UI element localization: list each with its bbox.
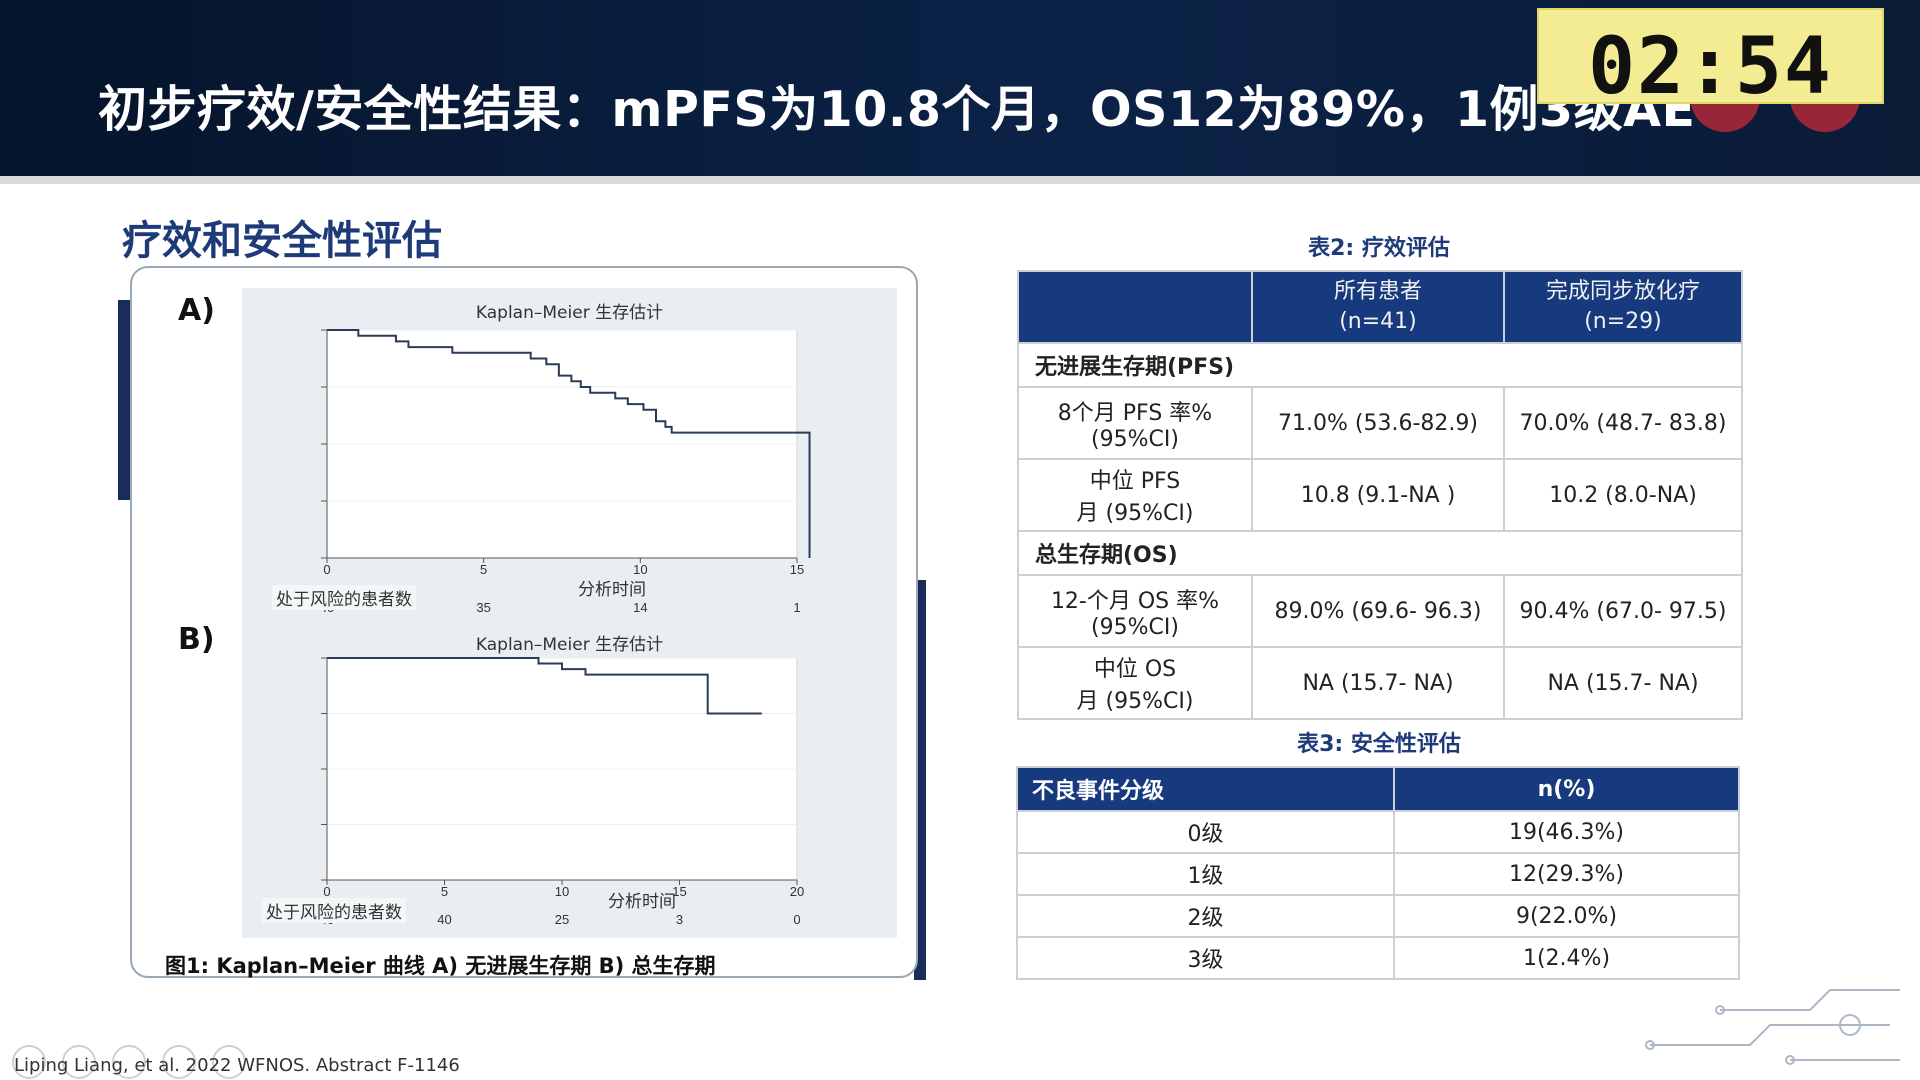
row-label-line2: 月 (95%CI) bbox=[1076, 501, 1194, 526]
toolbar-circle-icon[interactable] bbox=[62, 1045, 96, 1079]
efficacy-table: 所有患者 (n=41) 完成同步放化疗 (n=29) 无进展生存期(PFS) 8… bbox=[1017, 270, 1743, 720]
table-row: 3级 1(2.4%) bbox=[1016, 936, 1740, 980]
timer-value: 02:54 bbox=[1588, 22, 1833, 112]
circuit-decoration-icon bbox=[1645, 989, 1900, 1065]
row-label-line1: 中位 PFS bbox=[1089, 469, 1181, 494]
toolbar-circle-icon[interactable] bbox=[162, 1045, 196, 1079]
header-all-line1: 所有患者 bbox=[1333, 279, 1422, 304]
x-tick-label: 5 bbox=[441, 884, 448, 899]
row-label-line1: 8个月 PFS 率% bbox=[1057, 400, 1213, 426]
risk-label-b: 处于风险的患者数 bbox=[262, 898, 406, 923]
slide-title: 初步疗效/安全性结果：mPFS为10.8个月，OS12为89%，1例3级AE bbox=[98, 81, 1696, 138]
x-axis-label-b: 分析时间 bbox=[608, 892, 676, 912]
table-row: 2级 9(22.0%) bbox=[1016, 894, 1740, 938]
pfs-section-label: 无进展生存期(PFS) bbox=[1017, 342, 1743, 388]
citation-footnote: Liping Liang, et al. 2022 WFNOS. Abstrac… bbox=[14, 1055, 460, 1076]
cell-n: 19(46.3%) bbox=[1393, 810, 1740, 854]
km-title-a: Kaplan–Meier 生存估计 bbox=[475, 303, 664, 323]
panel-a-label: A) bbox=[178, 293, 215, 328]
cell-ccrt: NA (15.7- NA) bbox=[1503, 646, 1743, 720]
risk-count-label: 1 bbox=[793, 600, 800, 615]
risk-count-label: 0 bbox=[793, 912, 800, 927]
toolbar-circle-icon[interactable] bbox=[212, 1045, 246, 1079]
table-header-row: 不良事件分级 n(%) bbox=[1016, 766, 1740, 812]
cell-all: NA (15.7- NA) bbox=[1251, 646, 1505, 720]
table-row: 1级 12(29.3%) bbox=[1016, 852, 1740, 896]
km-plot-pfs: Kaplan–Meier 生存估计 0510154035141 bbox=[242, 288, 897, 630]
risk-count-label: 40 bbox=[437, 912, 451, 927]
km-curve-os-svg: 0510152040402530 bbox=[320, 657, 804, 927]
safety-table: 不良事件分级 n(%) 0级 19(46.3%) 1级 12(29.3%) 2级… bbox=[1016, 766, 1740, 980]
cell-all: 71.0% (53.6-82.9) bbox=[1251, 386, 1505, 460]
cell-grade: 1级 bbox=[1016, 852, 1395, 896]
row-label-line1: 中位 OS bbox=[1093, 657, 1177, 682]
cell-ccrt: 10.2 (8.0-NA) bbox=[1503, 458, 1743, 532]
risk-count-label: 14 bbox=[633, 600, 647, 615]
toolbar-circle-icon[interactable] bbox=[12, 1045, 46, 1079]
table-row: 中位 PFS 月 (95%CI) 10.8 (9.1-NA ) 10.2 (8.… bbox=[1017, 458, 1743, 532]
panel-b-label: B) bbox=[178, 622, 215, 657]
table-header-row: 所有患者 (n=41) 完成同步放化疗 (n=29) bbox=[1017, 270, 1743, 344]
risk-count-label: 35 bbox=[476, 600, 490, 615]
cell-grade: 0级 bbox=[1016, 810, 1395, 854]
table-row: 8个月 PFS 率% (95%CI) 71.0% (53.6-82.9) 70.… bbox=[1017, 386, 1743, 460]
countdown-timer: 02:54 bbox=[1537, 8, 1884, 112]
x-tick-label: 15 bbox=[672, 884, 686, 899]
risk-label-a: 处于风险的患者数 bbox=[272, 585, 416, 610]
x-axis-label-a: 分析时间 bbox=[578, 580, 646, 600]
header-n-percent: n(%) bbox=[1393, 766, 1740, 812]
km-plot-os: Kaplan–Meier 生存估计 0510152040402530 bbox=[242, 618, 897, 938]
header-ccrt-line1: 完成同步放化疗 bbox=[1545, 279, 1700, 304]
row-label: 中位 PFS 月 (95%CI) bbox=[1017, 458, 1253, 532]
table-section-row: 总生存期(OS) bbox=[1017, 530, 1743, 576]
table-row: 12-个月 OS 率% (95%CI) 89.0% (69.6- 96.3) 9… bbox=[1017, 574, 1743, 648]
figure-accent-left bbox=[118, 300, 132, 500]
row-label: 中位 OS 月 (95%CI) bbox=[1017, 646, 1253, 720]
header-ccrt: 完成同步放化疗 (n=29) bbox=[1503, 270, 1743, 344]
x-tick-label: 10 bbox=[633, 562, 647, 577]
x-tick-label: 5 bbox=[480, 562, 487, 577]
cell-n: 9(22.0%) bbox=[1393, 894, 1740, 938]
os-section-label: 总生存期(OS) bbox=[1017, 530, 1743, 576]
header-empty-cell bbox=[1017, 270, 1253, 344]
km-curve-pfs-svg: 0510154035141 bbox=[320, 329, 811, 615]
table-section-row: 无进展生存期(PFS) bbox=[1017, 342, 1743, 388]
risk-count-label: 3 bbox=[676, 912, 683, 927]
header-all-patients: 所有患者 (n=41) bbox=[1251, 270, 1505, 344]
header-divider bbox=[0, 176, 1920, 184]
x-tick-label: 20 bbox=[790, 884, 804, 899]
cell-ccrt: 90.4% (67.0- 97.5) bbox=[1503, 574, 1743, 648]
table-row: 0级 19(46.3%) bbox=[1016, 810, 1740, 854]
cell-grade: 3级 bbox=[1016, 936, 1395, 980]
row-label-line1: 12-个月 OS 率% bbox=[1050, 588, 1220, 614]
row-label-line2: (95%CI) bbox=[1091, 614, 1179, 640]
table2-caption: 表2: 疗效评估 bbox=[1308, 236, 1450, 261]
section-title: 疗效和安全性评估 bbox=[122, 218, 442, 264]
figure-caption: 图1: Kaplan–Meier 曲线 A) 无进展生存期 B) 总生存期 bbox=[165, 954, 716, 978]
cell-n: 1(2.4%) bbox=[1393, 936, 1740, 980]
row-label-line2: 月 (95%CI) bbox=[1076, 689, 1194, 714]
x-tick-label: 10 bbox=[555, 884, 569, 899]
risk-count-label: 25 bbox=[555, 912, 569, 927]
cell-all: 89.0% (69.6- 96.3) bbox=[1251, 574, 1505, 648]
x-tick-label: 0 bbox=[323, 884, 330, 899]
km-survival-curve bbox=[327, 657, 762, 715]
header-ae-grade: 不良事件分级 bbox=[1016, 766, 1395, 812]
cell-all: 10.8 (9.1-NA ) bbox=[1251, 458, 1505, 532]
cell-n: 12(29.3%) bbox=[1393, 852, 1740, 896]
table3-caption: 表3: 安全性评估 bbox=[1297, 732, 1461, 757]
table-row: 中位 OS 月 (95%CI) NA (15.7- NA) NA (15.7- … bbox=[1017, 646, 1743, 720]
header-ccrt-line2: (n=29) bbox=[1584, 309, 1662, 334]
km-survival-curve bbox=[327, 329, 811, 558]
header-all-line2: (n=41) bbox=[1339, 309, 1417, 334]
cell-ccrt: 70.0% (48.7- 83.8) bbox=[1503, 386, 1743, 460]
row-label: 12-个月 OS 率% (95%CI) bbox=[1017, 574, 1253, 648]
km-title-b: Kaplan–Meier 生存估计 bbox=[475, 635, 664, 655]
row-label-line2: (95%CI) bbox=[1091, 426, 1179, 452]
x-tick-label: 0 bbox=[323, 562, 330, 577]
x-tick-label: 15 bbox=[790, 562, 804, 577]
toolbar-circle-icon[interactable] bbox=[112, 1045, 146, 1079]
row-label: 8个月 PFS 率% (95%CI) bbox=[1017, 386, 1253, 460]
cell-grade: 2级 bbox=[1016, 894, 1395, 938]
